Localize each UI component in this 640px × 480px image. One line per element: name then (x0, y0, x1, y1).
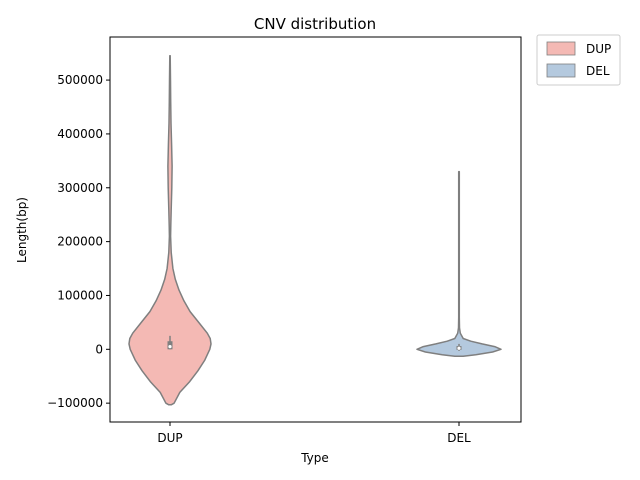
median-marker-del (457, 346, 461, 350)
x-tick-label: DEL (447, 431, 471, 445)
legend-swatch-del (546, 63, 576, 78)
y-tick-label: 200000 (57, 235, 103, 249)
legend-label-del: DEL (586, 64, 610, 78)
y-tick-label: 100000 (57, 288, 103, 302)
legend-swatch-dup (546, 41, 576, 56)
median-marker-dup (168, 345, 172, 349)
violin-dup (128, 55, 212, 406)
y-tick-label: 400000 (57, 127, 103, 141)
x-axis-ticks: DUP DEL (157, 422, 471, 445)
x-axis-label: Type (300, 451, 329, 465)
x-tick-label: DUP (157, 431, 182, 445)
chart-title: CNV distribution (254, 15, 376, 33)
y-tick-label: 0 (95, 342, 103, 356)
violin-del (416, 170, 502, 358)
legend-label-dup: DUP (586, 42, 611, 56)
y-tick-label: −100000 (47, 396, 103, 410)
violins-layer (128, 55, 502, 406)
legend: DUP DEL (536, 34, 621, 86)
y-axis-label: Length(bp) (15, 197, 29, 263)
y-tick-label: 500000 (57, 73, 103, 87)
y-axis-ticks: −100000 0 100000 200000 300000 400000 500000 (47, 73, 110, 410)
y-tick-label: 300000 (57, 181, 103, 195)
